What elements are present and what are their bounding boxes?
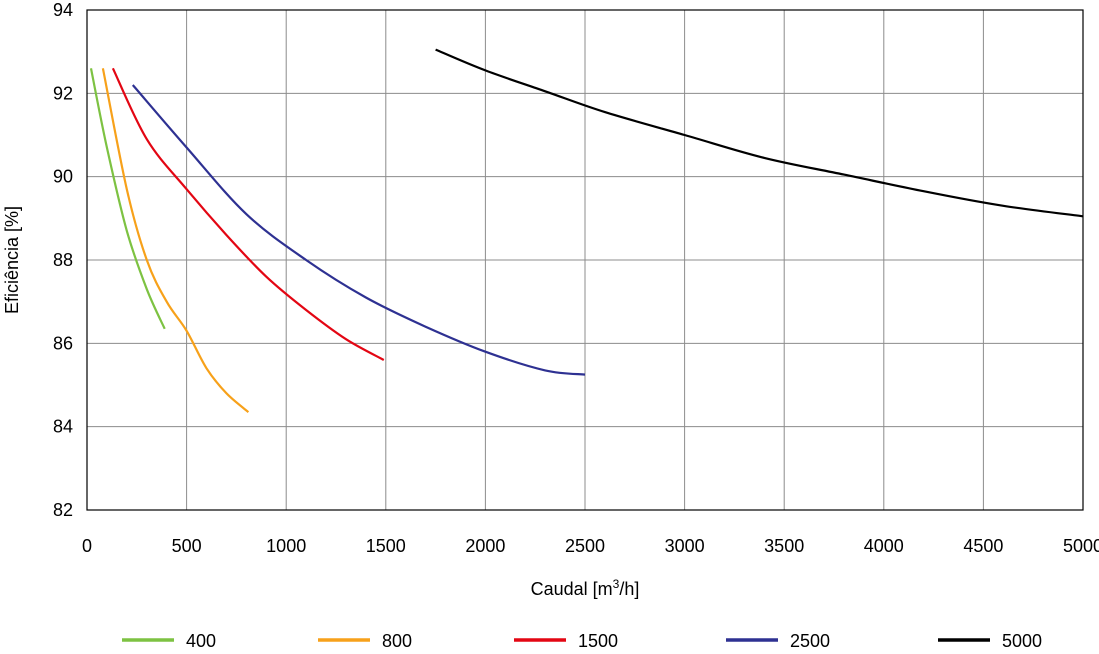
legend-label-800: 800: [382, 631, 412, 651]
x-tick-label: 5000: [1063, 536, 1099, 556]
series-lines: [89, 48, 1084, 413]
x-tick-label: 3000: [665, 536, 705, 556]
series-line-5000: [435, 48, 1084, 218]
legend: 400 800 1500 2500 5000: [122, 631, 1042, 651]
plot-frame: [86, 9, 1084, 511]
x-tick-label: 2000: [465, 536, 505, 556]
x-axis-label-suffix: /h]: [619, 579, 639, 599]
y-tick-label: 94: [53, 0, 73, 20]
series-line-800: [101, 68, 250, 413]
x-tick-label: 4000: [864, 536, 904, 556]
y-tick-label: 84: [53, 417, 73, 437]
legend-label-1500: 1500: [578, 631, 618, 651]
y-tick-label: 92: [53, 83, 73, 103]
series-line-400: [89, 68, 166, 330]
y-tick-label: 86: [53, 333, 73, 353]
x-tick-label: 1000: [266, 536, 306, 556]
x-tick-label: 4500: [963, 536, 1003, 556]
y-tick-label: 88: [53, 250, 73, 270]
x-tick-label: 0: [82, 536, 92, 556]
legend-label-5000: 5000: [1002, 631, 1042, 651]
x-tick-label: 1500: [366, 536, 406, 556]
x-axis-label-superscript: 3: [613, 577, 620, 591]
x-tick-label: 2500: [565, 536, 605, 556]
tick-labels: 0 500 1000 1500 2000 2500 3000 3500 4000 4500 5000…: [53, 0, 1099, 556]
y-tick-label: 82: [53, 500, 73, 520]
y-axis-label: Eficiência [%]: [2, 206, 22, 314]
y-tick-label: 90: [53, 167, 73, 187]
series-line-1500: [111, 67, 385, 361]
legend-label-400: 400: [186, 631, 216, 651]
x-tick-label: 500: [172, 536, 202, 556]
grid-lines: [87, 10, 1083, 510]
legend-label-2500: 2500: [790, 631, 830, 651]
x-tick-label: 3500: [764, 536, 804, 556]
x-axis-label: Caudal [m3/h]: [531, 577, 640, 599]
series-line-2500: [131, 84, 586, 376]
